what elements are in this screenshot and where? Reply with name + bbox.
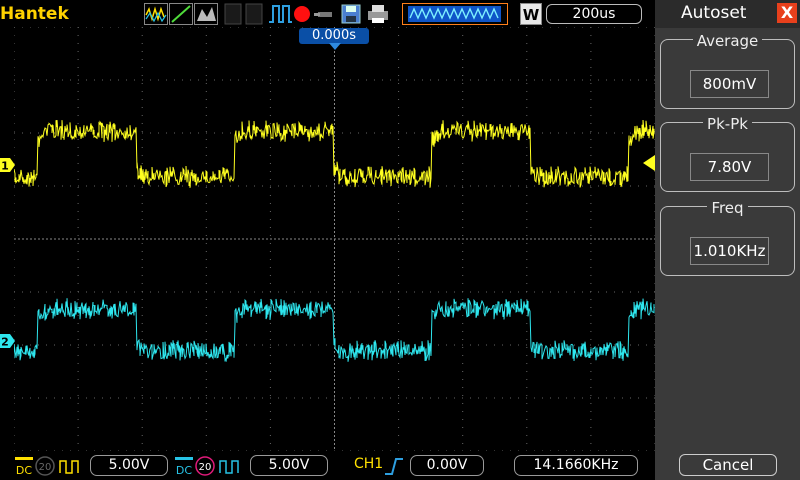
save-icon — [341, 4, 361, 24]
ch2-bw-limit: 20 — [199, 462, 212, 473]
ch1-trace — [13, 119, 655, 188]
ch2-marker-label: 2 — [1, 336, 9, 349]
status-bar: DC 20 5.00V DC 20 5.00V CH1 0.00V 14.166… — [0, 451, 655, 480]
ch2-marker-icon[interactable]: 2 — [0, 333, 16, 349]
ch2-trace — [13, 298, 655, 362]
measurement-label: Average — [692, 32, 763, 50]
run-mode-icon[interactable]: W — [520, 3, 542, 25]
cancel-button[interactable]: Cancel — [679, 454, 777, 476]
ch1-coupling: DC — [16, 464, 32, 477]
measurement-label: Freq — [707, 199, 748, 217]
memory-depth-bar[interactable] — [402, 3, 508, 25]
display-mode-icons[interactable] — [144, 3, 220, 25]
waveform-canvas — [13, 26, 656, 452]
measurement-value: 1.010KHz — [690, 237, 769, 265]
xy-mode-icon — [171, 5, 191, 23]
record-icon — [294, 6, 310, 22]
ch1-bw-limit: 20 — [39, 462, 52, 473]
measurement-pk-pk[interactable]: Pk-Pk 7.80V — [660, 115, 795, 192]
ch2-settings-icons[interactable]: DC 20 — [174, 455, 246, 477]
print-icon — [368, 5, 388, 23]
panel-title-bar: Autoset X — [655, 0, 800, 28]
top-bar: Hantek — [0, 0, 655, 28]
waveform-display[interactable] — [13, 26, 656, 452]
brand-logo: Hantek — [0, 4, 69, 24]
close-button[interactable]: X — [777, 3, 797, 23]
frequency-counter-readout: 14.1660KHz — [514, 455, 638, 476]
ch1-marker-icon[interactable]: 1 — [0, 157, 16, 173]
ch2-scale-readout[interactable]: 5.00V — [250, 455, 328, 476]
autoset-panel: Autoset X Average 800mV Pk-Pk 7.80V Freq… — [655, 0, 800, 480]
trigger-source[interactable]: CH1 — [354, 456, 384, 472]
measurement-label: Pk-Pk — [703, 115, 752, 133]
acquire-icons[interactable] — [268, 3, 398, 25]
measurement-average[interactable]: Average 800mV — [660, 32, 795, 109]
empty-slots-icon — [224, 3, 263, 25]
trigger-position-icon — [329, 43, 341, 50]
ch1-scale-readout[interactable]: 5.00V — [90, 455, 168, 476]
rising-edge-icon[interactable] — [384, 456, 404, 476]
ch1-invert-icon — [59, 460, 79, 474]
vector-mode-icon — [145, 6, 165, 22]
run-mode-label: W — [523, 6, 540, 24]
ch2-invert-icon — [219, 460, 239, 474]
probe-icon — [314, 12, 332, 17]
trigger-level-icon[interactable] — [642, 155, 656, 171]
timebase-readout[interactable]: 200us — [546, 4, 642, 24]
measurement-value: 800mV — [690, 70, 769, 98]
ch2-coupling: DC — [176, 464, 192, 477]
trigger-level-readout[interactable]: 0.00V — [410, 455, 484, 476]
pulse-trigger-icon — [269, 5, 292, 23]
persist-mode-icon — [197, 7, 216, 21]
panel-title: Autoset — [681, 3, 747, 23]
measurement-value: 7.80V — [690, 153, 769, 181]
ch1-settings-icons[interactable]: DC 20 — [14, 455, 86, 477]
graticule — [13, 26, 656, 452]
ch1-marker-label: 1 — [1, 160, 9, 173]
trigger-time-marker[interactable]: 0.000s — [299, 28, 369, 44]
measurement-freq[interactable]: Freq 1.010KHz — [660, 199, 795, 276]
